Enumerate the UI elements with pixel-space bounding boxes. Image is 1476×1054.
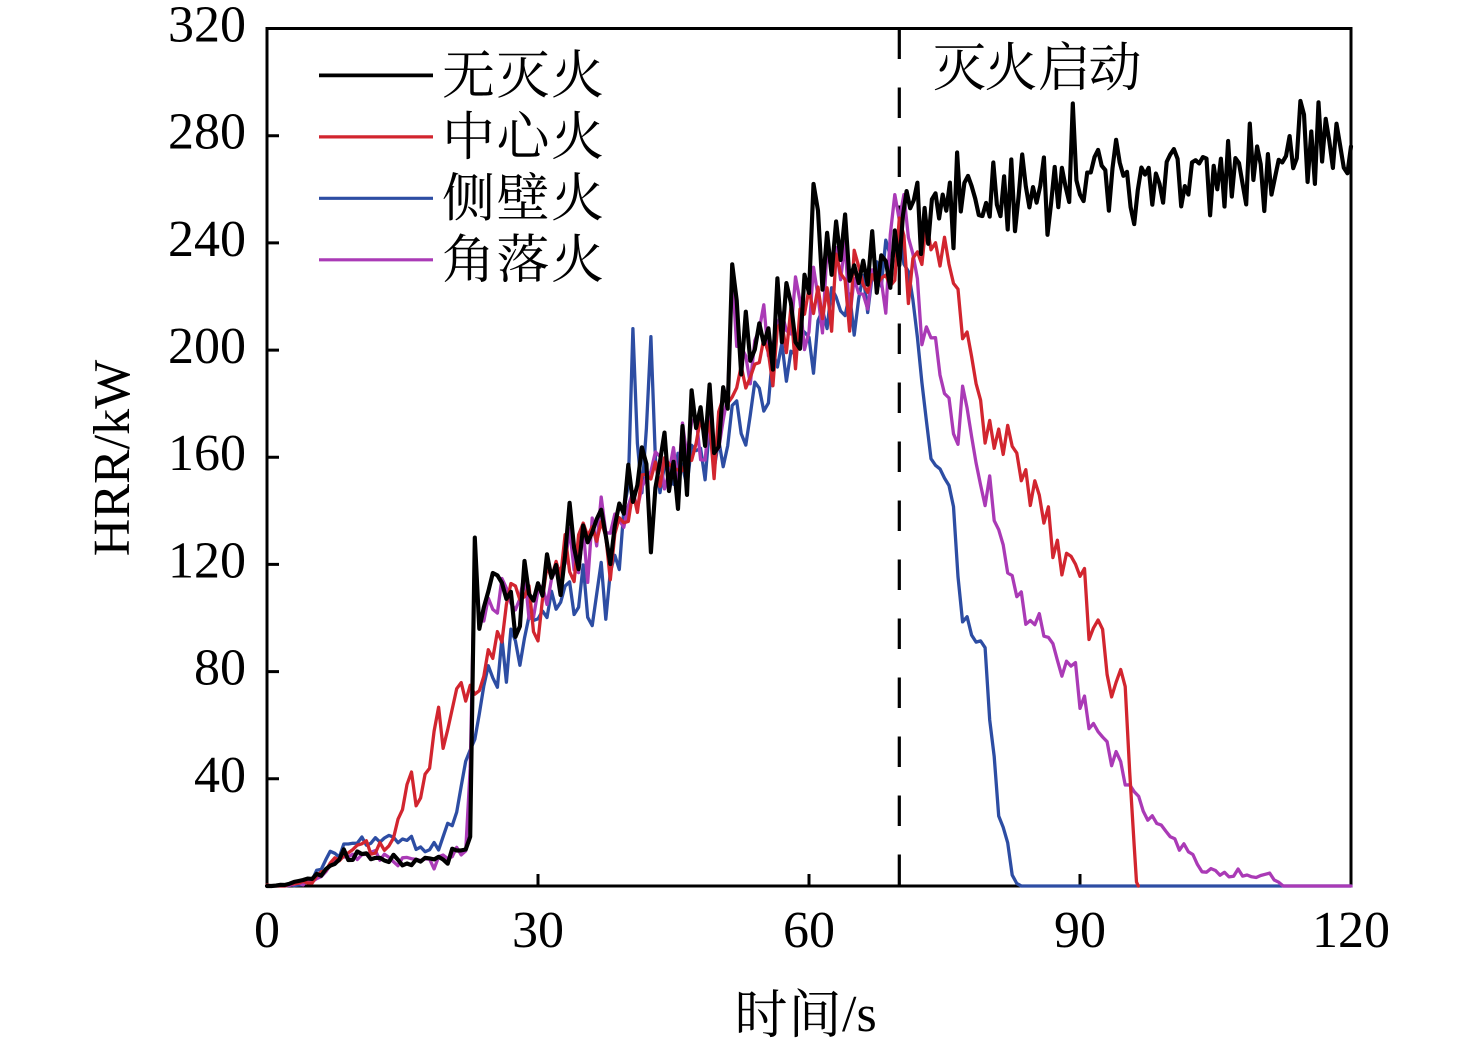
svg-text:/s: /s <box>842 986 877 1043</box>
svg-text:240: 240 <box>168 211 246 268</box>
svg-text:90: 90 <box>1054 902 1106 959</box>
svg-text:40: 40 <box>194 747 246 804</box>
svg-text:120: 120 <box>168 532 246 589</box>
svg-text:60: 60 <box>783 902 835 959</box>
svg-text:200: 200 <box>168 318 246 375</box>
svg-text:30: 30 <box>512 902 564 959</box>
svg-text:320: 320 <box>168 0 246 54</box>
svg-text:80: 80 <box>194 640 246 697</box>
svg-text:0: 0 <box>254 902 280 959</box>
svg-text:280: 280 <box>168 104 246 161</box>
svg-text:120: 120 <box>1312 902 1390 959</box>
svg-text:160: 160 <box>168 425 246 482</box>
svg-text:HRR/kW: HRR/kW <box>84 360 141 556</box>
